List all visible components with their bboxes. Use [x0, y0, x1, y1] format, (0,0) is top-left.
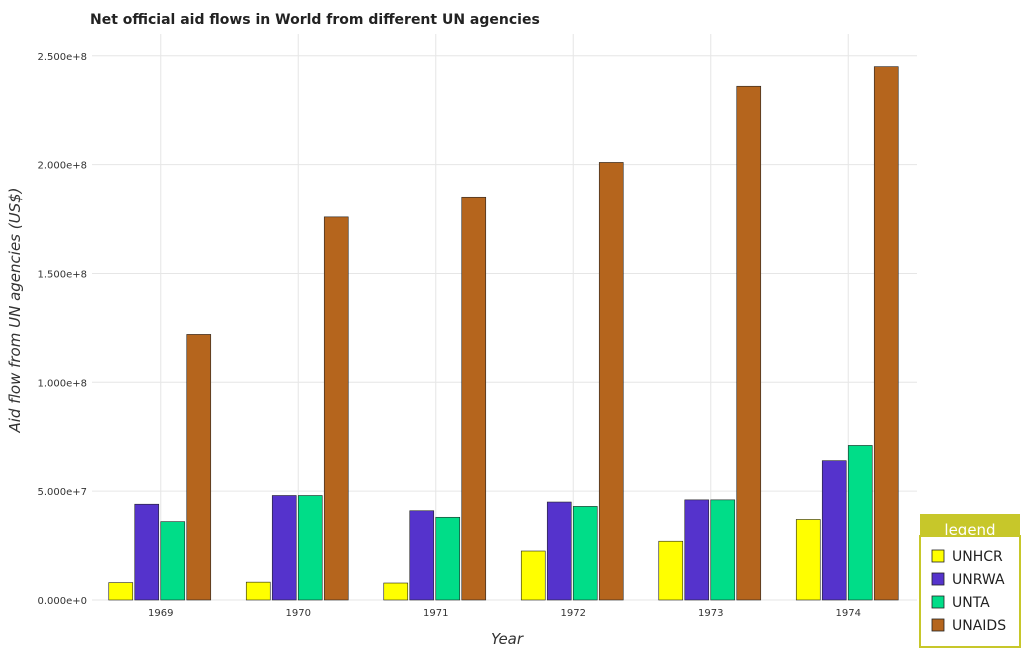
x-tick-label: 1971	[423, 608, 448, 619]
bar-unta-1970	[297, 495, 323, 601]
bar-unta-1973	[710, 499, 736, 601]
legend-swatch-unrwa	[931, 572, 945, 586]
bar-unhcr-1970	[245, 581, 271, 601]
y-axis-title: Aid flow from UN agencies (US$)	[6, 187, 24, 433]
bar-unhcr-1974	[795, 519, 821, 601]
x-tick-label: 1974	[836, 608, 861, 619]
bar-unaids-1969	[186, 334, 212, 601]
legend-title: legend	[944, 521, 995, 539]
bar-unaids-1973	[736, 85, 762, 601]
bar-unhcr-1972	[520, 550, 546, 601]
y-tick-label: 2.000e+8	[37, 161, 87, 172]
bar-unaids-1974	[873, 66, 899, 601]
y-tick-label: 5.000e+7	[37, 487, 87, 498]
bar-unrwa-1971	[409, 510, 435, 601]
grid	[92, 34, 917, 601]
y-tick-label: 2.500e+8	[37, 52, 87, 63]
x-tick-label: 1973	[698, 608, 723, 619]
legend: legend UNHCR UNRWA UNTA UNAIDS	[919, 514, 1021, 648]
legend-swatch-unaids	[931, 618, 945, 632]
bar-unaids-1972	[598, 162, 624, 601]
bar-unta-1969	[160, 521, 186, 601]
legend-label-unhcr: UNHCR	[952, 549, 1003, 565]
x-tick-label: 1969	[148, 608, 173, 619]
bar-unrwa-1974	[821, 460, 847, 601]
bar-unrwa-1973	[684, 499, 710, 601]
bar-unhcr-1969	[108, 582, 134, 601]
legend-label-unrwa: UNRWA	[952, 572, 1005, 588]
bars	[108, 66, 899, 601]
y-tick-label: 1.500e+8	[37, 269, 87, 280]
bar-unta-1974	[847, 445, 873, 601]
bar-unaids-1971	[461, 196, 487, 601]
x-tick-label: 1970	[286, 608, 311, 619]
legend-label-unta: UNTA	[952, 595, 990, 611]
legend-swatch-unhcr	[931, 549, 945, 563]
bar-unta-1971	[435, 516, 461, 601]
bar-unaids-1970	[323, 216, 349, 601]
bar-unrwa-1970	[271, 495, 297, 601]
bar-unhcr-1971	[383, 582, 409, 601]
x-tick-label: 1972	[561, 608, 586, 619]
x-axis-ticks: 1969 1970 1971 1972 1973 1974	[148, 608, 861, 619]
y-tick-label: 0.000e+0	[37, 596, 87, 607]
bar-unhcr-1973	[658, 540, 684, 601]
bar-unrwa-1972	[546, 501, 572, 601]
legend-items: UNHCR UNRWA UNTA UNAIDS	[931, 549, 1006, 634]
legend-swatch-unta	[931, 595, 945, 609]
x-axis-title: Year	[491, 630, 524, 648]
bar-unta-1972	[572, 506, 598, 601]
y-axis-ticks: 0.000e+0 5.000e+7 1.000e+8 1.500e+8 2.000e+8…	[37, 52, 87, 607]
legend-label-unaids: UNAIDS	[952, 618, 1006, 634]
chart-title: Net official aid flows in World from dif…	[90, 12, 540, 28]
bar-unrwa-1969	[134, 503, 160, 601]
y-tick-label: 1.000e+8	[37, 378, 87, 389]
